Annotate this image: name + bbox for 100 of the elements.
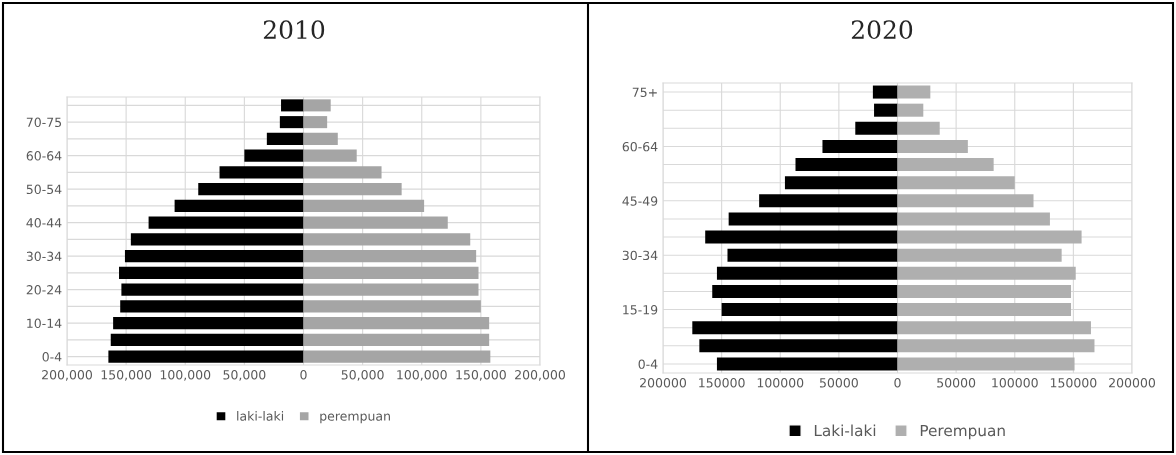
- x-tick-label: 100000: [757, 378, 804, 388]
- x-tick-label: 200,000: [515, 370, 566, 381]
- bar: [897, 266, 1076, 280]
- bar: [110, 333, 304, 346]
- bar: [897, 194, 1034, 208]
- bar: [303, 183, 402, 196]
- bar: [124, 250, 304, 263]
- x-tick-label: 100,000: [397, 370, 447, 381]
- bar: [303, 333, 490, 346]
- bar: [897, 103, 924, 117]
- bar: [281, 99, 304, 112]
- bar: [279, 116, 304, 129]
- bar: [303, 283, 479, 296]
- bar: [303, 300, 481, 313]
- x-tick-label: 150,000: [456, 370, 506, 381]
- x-tick-label: 200,000: [42, 370, 93, 381]
- bar: [897, 230, 1082, 244]
- x-tick-label: 50,000: [341, 370, 384, 381]
- bar: [728, 212, 898, 226]
- bar: [897, 248, 1062, 262]
- bar: [303, 216, 448, 229]
- x-tick-label: 150000: [1050, 378, 1097, 388]
- bar: [897, 139, 968, 153]
- y-tick-label: 0-4: [638, 359, 658, 369]
- x-tick-label: 50000: [819, 378, 858, 388]
- bar: [303, 317, 490, 330]
- y-tick-label: 30-34: [26, 251, 62, 262]
- bar: [121, 283, 304, 296]
- y-tick-label: 60-64: [622, 141, 658, 152]
- chart-title: 2020: [851, 20, 913, 40]
- bar: [120, 300, 304, 313]
- x-tick-label: 200000: [1109, 378, 1156, 388]
- x-tick-label: 0: [300, 370, 307, 380]
- bar: [198, 183, 304, 196]
- bar: [148, 216, 304, 229]
- bar: [897, 85, 931, 99]
- y-tick-label: 40-44: [26, 218, 62, 228]
- y-tick-label: 15-19: [623, 305, 658, 315]
- y-tick-label: 30-34: [622, 250, 658, 261]
- bar: [303, 233, 471, 246]
- bar: [303, 250, 477, 263]
- bar: [219, 166, 304, 179]
- bar: [716, 266, 898, 280]
- bar: [784, 176, 898, 190]
- x-tick-label: 50,000: [223, 370, 266, 381]
- legend-label: Laki-laki: [814, 424, 876, 437]
- bar: [872, 85, 898, 99]
- bar: [303, 132, 338, 145]
- bar: [712, 284, 898, 298]
- bar: [897, 303, 1072, 317]
- chart-title: 2010: [263, 20, 325, 40]
- bar: [303, 166, 382, 179]
- bar: [897, 284, 1072, 298]
- x-tick-label: 150,000: [101, 370, 152, 381]
- bar: [721, 303, 898, 317]
- bar: [303, 199, 425, 212]
- legend-label: Perempuan: [920, 424, 1005, 440]
- bar: [716, 357, 898, 371]
- bar: [759, 194, 898, 208]
- x-tick-label: 100,000: [160, 370, 211, 381]
- bar: [108, 350, 304, 363]
- bar: [855, 121, 898, 135]
- bar: [303, 116, 328, 129]
- bar: [795, 158, 898, 172]
- bar: [303, 149, 357, 162]
- bar: [303, 266, 479, 279]
- x-tick-label: 150000: [699, 378, 745, 388]
- y-tick-label: 10-14: [27, 318, 62, 329]
- bar: [727, 248, 898, 262]
- bar: [692, 321, 898, 335]
- bar: [303, 99, 331, 112]
- bar: [897, 339, 1095, 353]
- legend-label: laki-laki: [237, 411, 284, 421]
- y-tick-label: 60-64: [26, 151, 62, 161]
- bar: [130, 233, 304, 246]
- bar: [113, 317, 304, 330]
- bar: [119, 266, 304, 279]
- y-tick-label: 75+: [632, 87, 657, 97]
- bar: [244, 149, 304, 162]
- y-tick-label: 20-24: [26, 285, 62, 295]
- bar: [897, 357, 1075, 371]
- x-tick-label: 100000: [992, 378, 1038, 388]
- bar: [303, 350, 491, 363]
- legend-label: perempuan: [320, 413, 390, 424]
- y-tick-label: 70-75: [26, 117, 62, 128]
- x-tick-label: 50000: [937, 378, 976, 388]
- bar: [699, 339, 898, 353]
- bar: [897, 158, 994, 172]
- y-tick-label: 0-4: [42, 352, 62, 362]
- bar: [705, 230, 898, 244]
- bar: [874, 103, 898, 117]
- bar: [266, 132, 304, 145]
- bar: [822, 139, 898, 153]
- bar: [897, 121, 940, 135]
- x-tick-label: 0: [894, 378, 901, 388]
- bar: [897, 176, 1015, 190]
- x-tick-label: 200000: [640, 378, 687, 388]
- bar: [897, 212, 1050, 226]
- y-tick-label: 50-54: [26, 184, 62, 195]
- y-tick-label: 45-49: [622, 196, 658, 206]
